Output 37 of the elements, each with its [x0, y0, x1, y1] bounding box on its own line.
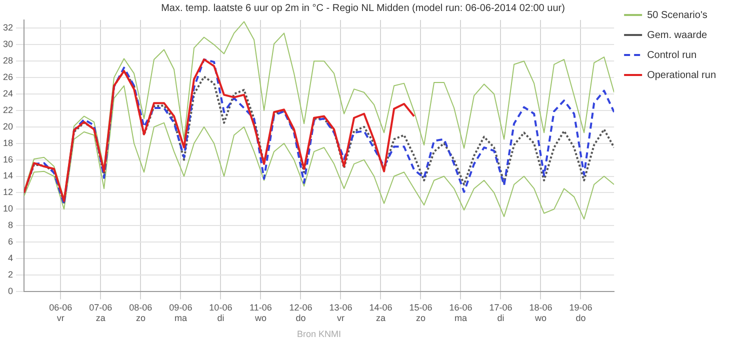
y-tick-label: 30	[2, 39, 14, 50]
y-tick-label: 10	[2, 204, 14, 214]
y-tick-label: 8	[8, 220, 14, 230]
x-tick-label: 18-06 wo	[529, 302, 552, 324]
y-tick-label: 16	[2, 154, 14, 164]
y-tick-label: 0	[8, 286, 14, 296]
y-tick-label: 6	[8, 236, 14, 247]
x-tick-label: 17-06 di	[489, 302, 512, 324]
legend-label: Operational run	[647, 70, 716, 81]
x-tick-label: 10-06 di	[209, 302, 232, 324]
x-tick-label: 12-06 do	[289, 302, 312, 324]
text: Bron KNMI	[297, 329, 342, 339]
x-tick-label: 06-06 vr	[49, 302, 72, 324]
y-tick-label: 28	[2, 56, 14, 66]
x-tick-label: 11-06 wo	[250, 302, 272, 324]
y-tick-label: 4	[8, 252, 14, 263]
y-tick-label: 26	[2, 72, 14, 82]
x-tick-label: 09-06 ma	[169, 302, 192, 324]
x-tick-label: 15-06 zo	[409, 302, 432, 324]
y-tick-label: 20	[2, 121, 14, 132]
y-tick-label: 22	[2, 104, 14, 115]
x-tick-label: 13-06 vr	[329, 302, 352, 324]
x-tick-label: 14-06 za	[369, 302, 392, 324]
x-tick-label: 16-06 ma	[449, 302, 472, 324]
x-tick-label: 19-06 do	[569, 302, 592, 324]
chart-title: Max. temp. laatste 6 uur op 2m in °C - Regio NL Midden (model run: 06-06-2014 02:00 uur)	[161, 2, 565, 14]
y-tick-label: 32	[2, 22, 14, 33]
y-tick-label: 24	[2, 88, 14, 99]
y-tick-label: 14	[2, 170, 14, 181]
legend-label: Gem. waarde	[647, 30, 708, 41]
legend-label: 50 Scenario's	[647, 10, 708, 21]
y-tick-label: 18	[2, 138, 14, 148]
y-tick-label: 12	[2, 187, 14, 198]
y-tick-label: 2	[8, 269, 14, 280]
x-tick-label: 08-06 zo	[129, 302, 152, 324]
x-tick-label: 07-06 za	[89, 302, 112, 324]
legend-label: Control run	[647, 50, 697, 61]
